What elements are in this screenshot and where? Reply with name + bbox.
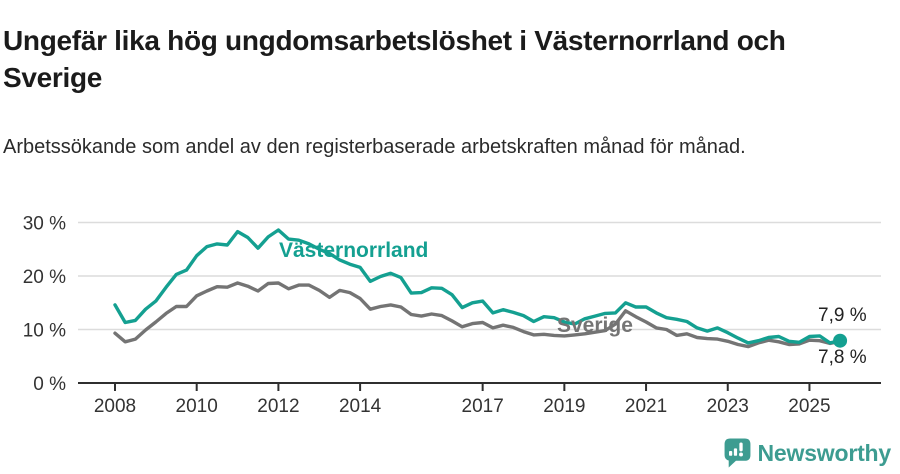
x-tick-label: 2023 xyxy=(707,396,749,417)
chart-subtitle: Arbetssökande som andel av den registerb… xyxy=(3,136,746,158)
y-tick-label: 30 % xyxy=(23,214,66,235)
series-label-vasternorrland: Västernorrland xyxy=(279,239,429,262)
chart-title: Ungefär lika hög ungdomsarbetslöshet i V… xyxy=(3,24,786,93)
series-line-västernorrland xyxy=(113,228,842,345)
newsworthy-speech-bubble-icon xyxy=(724,438,750,468)
x-tick-label: 2010 xyxy=(176,396,218,417)
x-tick-label: 2017 xyxy=(462,396,504,417)
x-tick-label: 2014 xyxy=(339,396,382,417)
series-end-dot xyxy=(833,333,848,348)
x-tick-label: 2012 xyxy=(257,396,299,417)
x-tick-label: 2008 xyxy=(94,396,136,417)
y-tick-label: 0 % xyxy=(33,374,66,395)
series-label-sverige: Sverige xyxy=(557,314,633,337)
series-line-sverige xyxy=(113,281,842,349)
newsworthy-logo[interactable]: Newsworthy xyxy=(724,438,891,468)
end-value-label-sverige: 7,8 % xyxy=(818,347,867,368)
x-tick-label: 2019 xyxy=(543,396,585,417)
end-value-label-vasternorrland: 7,9 % xyxy=(818,305,867,326)
x-tick-label: 2025 xyxy=(788,396,830,417)
y-tick-label: 20 % xyxy=(23,267,66,288)
x-tick-label: 2021 xyxy=(625,396,667,417)
y-tick-label: 10 % xyxy=(23,321,66,342)
newsworthy-wordmark: Newsworthy xyxy=(757,439,892,466)
